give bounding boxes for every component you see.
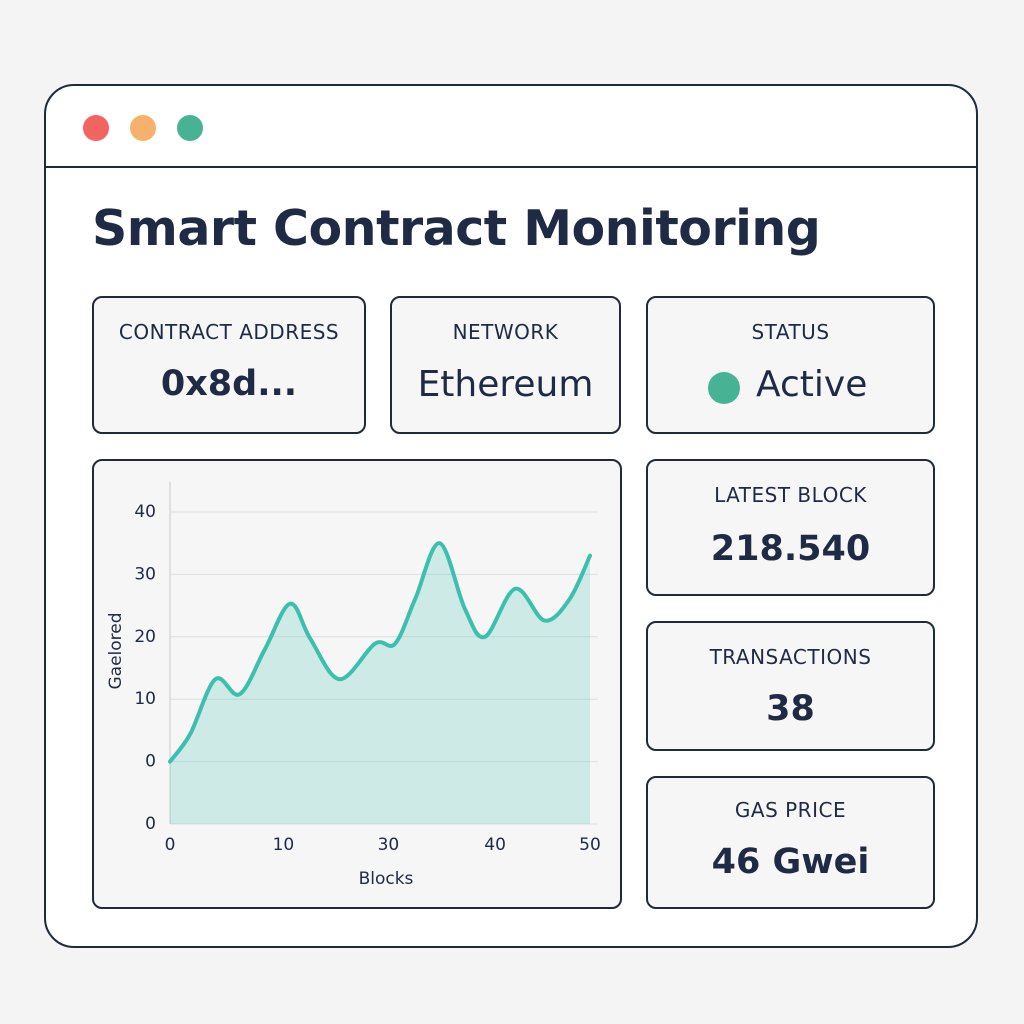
card-value: 38 <box>766 689 815 729</box>
card-label: CONTRACT ADDRESS <box>118 320 340 344</box>
card-value: Ethereum <box>417 364 594 405</box>
y-tick-label: 40 <box>134 502 156 522</box>
title-bar-divider <box>46 166 976 168</box>
minimize-button[interactable] <box>130 115 156 141</box>
card-label: TRANSACTIONS <box>709 645 872 669</box>
card-value: Active <box>756 364 868 405</box>
status-dot <box>708 372 740 404</box>
card: CONTRACT ADDRESS 0x8d... <box>92 296 366 434</box>
x-axis-label: Blocks <box>359 869 414 889</box>
card-label: STATUS <box>751 320 830 344</box>
card: GAS PRICE 46 Gwei <box>646 776 935 909</box>
card-value: 0x8d... <box>160 364 298 404</box>
card: LATEST BLOCK 218.540 <box>646 459 935 596</box>
card: TRANSACTIONS 38 <box>646 621 935 751</box>
card-label: NETWORK <box>452 320 559 344</box>
x-tick-label: 50 <box>579 835 601 855</box>
chart-card: Blocks Gaelored 0 0 10 20 30 40 0 10 30 40 50 <box>92 459 622 909</box>
maximize-button[interactable] <box>177 115 203 141</box>
x-tick-label: 40 <box>484 835 506 855</box>
card-value: 218.540 <box>710 529 871 569</box>
area-fill <box>170 543 590 824</box>
y-tick-label: 0 <box>145 752 156 772</box>
x-tick-label: 30 <box>378 835 400 855</box>
card: NETWORK Ethereum <box>390 296 621 434</box>
y-tick-label: 30 <box>134 564 156 584</box>
line <box>168 541 592 764</box>
card-label: LATEST BLOCK <box>714 483 867 507</box>
close-button[interactable] <box>83 115 109 141</box>
x-tick-label: 0 <box>165 835 176 855</box>
page-title: Smart Contract Monitoring <box>92 200 821 257</box>
y-tick-label: 10 <box>134 689 156 709</box>
y-tick-label: 20 <box>134 627 156 647</box>
y-tick-label: 0 <box>145 814 156 834</box>
y-axis-label: Gaelored <box>106 612 126 689</box>
card-label: GAS PRICE <box>734 798 847 822</box>
card-value: 46 Gwei <box>711 842 870 882</box>
x-tick-label: 10 <box>273 835 295 855</box>
card: STATUS Active <box>646 296 935 434</box>
